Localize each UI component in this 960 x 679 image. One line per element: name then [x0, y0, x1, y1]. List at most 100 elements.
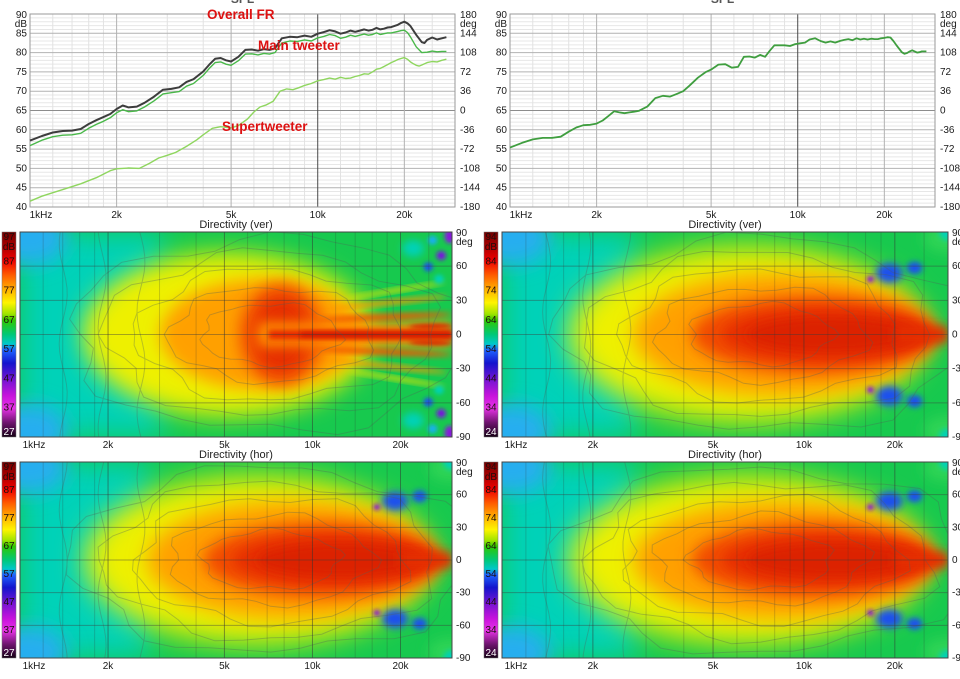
tick-label: dB	[485, 242, 498, 253]
chart-annotation: Main tweeter	[258, 38, 341, 53]
fr-chart-overall: 90 dB 85 80 75 70 65 60 55 50 45 40 180 deg 144 108 72 36…	[0, 0, 480, 218]
tick-label: dB	[485, 472, 498, 483]
tick-label: 36	[460, 86, 472, 97]
tick-label: 60	[456, 490, 468, 501]
tick-label: 180	[940, 10, 957, 21]
tick-label: -60	[952, 620, 960, 631]
tick-label: 0	[940, 106, 946, 117]
grid	[19, 461, 453, 659]
tick-label: 1kHz	[30, 210, 53, 218]
tick-label: 45	[16, 183, 28, 194]
tick-label: 72	[940, 67, 952, 78]
tick-label: -180	[460, 202, 480, 213]
tick-label: 70	[16, 86, 28, 97]
tick-label: 2k	[588, 661, 600, 672]
tick-label: 77	[3, 286, 15, 297]
tick-label: 60	[952, 261, 960, 272]
tick-label: 108	[460, 48, 477, 59]
tick-label: 1kHz	[505, 661, 528, 672]
tick-label: 87	[3, 485, 15, 496]
map-border	[19, 231, 453, 438]
tick-label: -90	[456, 432, 471, 443]
tick-label: deg	[456, 237, 473, 248]
heatmap-field	[502, 232, 948, 437]
tick-label: -108	[940, 163, 960, 174]
series-supertweeter	[29, 56, 447, 202]
tick-label: 0	[460, 106, 466, 117]
tick-label: 97	[3, 462, 15, 473]
tick-label: 57	[3, 344, 15, 355]
tick-label: 44	[485, 373, 497, 384]
tick-label: 30	[456, 522, 468, 533]
tick-label: -60	[952, 398, 960, 409]
grid	[509, 13, 936, 208]
chart-annotation: Supertweeter	[222, 119, 308, 134]
map-border	[19, 461, 453, 659]
map-border	[501, 461, 949, 659]
tick-label: 40	[16, 202, 28, 213]
heatmap-field	[20, 232, 452, 437]
tick-label: 27	[3, 427, 15, 438]
directivity-ver-left-panel: Directivity (ver) 97 dB 87 77 67 57 47 37 27 90 de…	[0, 218, 480, 448]
tick-label: 60	[16, 125, 28, 136]
grid	[29, 13, 456, 208]
tick-label: 5k	[219, 661, 231, 672]
tick-label: 85	[496, 28, 508, 39]
tick-label: 1kHz	[510, 210, 533, 218]
tick-label: 0	[456, 555, 462, 566]
tick-label: -30	[952, 364, 960, 375]
tick-label: 67	[3, 541, 15, 552]
tick-label: -36	[460, 125, 475, 136]
tick-label: 144	[460, 28, 477, 39]
tick-label: 2k	[103, 440, 115, 448]
tick-label: -144	[460, 183, 480, 194]
tick-label: 0	[952, 555, 958, 566]
chart-annotation: Overall FR	[207, 7, 275, 22]
tick-label: 144	[940, 28, 957, 39]
colorbar	[483, 231, 499, 438]
tick-label: 180	[460, 10, 477, 21]
tick-label: 67	[3, 315, 15, 326]
plot-border	[509, 13, 936, 208]
tick-label: -108	[460, 163, 480, 174]
contour-lines	[58, 462, 452, 658]
tick-label: deg	[952, 237, 960, 248]
tick-label: dB	[495, 19, 508, 30]
tick-label: deg	[952, 467, 960, 478]
tick-label: -60	[456, 620, 471, 631]
tick-label: 20k	[876, 210, 893, 218]
tick-label: deg	[456, 467, 473, 478]
directivity-hor-right-title: Directivity (hor)	[688, 449, 762, 461]
tick-label: 1kHz	[505, 440, 528, 448]
tick-label: 90	[456, 458, 468, 469]
tick-label: 97	[3, 232, 15, 243]
tick-label: 47	[3, 597, 15, 608]
tick-label: -30	[952, 588, 960, 599]
tick-label: 10k	[796, 661, 813, 672]
tick-label: 30	[456, 295, 468, 306]
tick-label: 0	[456, 330, 462, 341]
tick-label: 27	[3, 648, 15, 659]
tick-label: 34	[485, 403, 497, 414]
tick-label: 2k	[103, 661, 115, 672]
tick-label: 90	[952, 458, 960, 469]
tick-label: 44	[485, 597, 497, 608]
tick-label: -90	[952, 653, 960, 664]
tick-label: 60	[496, 125, 508, 136]
tick-label: 20k	[392, 661, 409, 672]
directivity-ver-left-title: Directivity (ver)	[199, 219, 273, 231]
map-border	[501, 231, 949, 438]
heatmap-field	[502, 462, 948, 658]
tick-label: 94	[485, 232, 497, 243]
tick-label: 50	[496, 163, 508, 174]
